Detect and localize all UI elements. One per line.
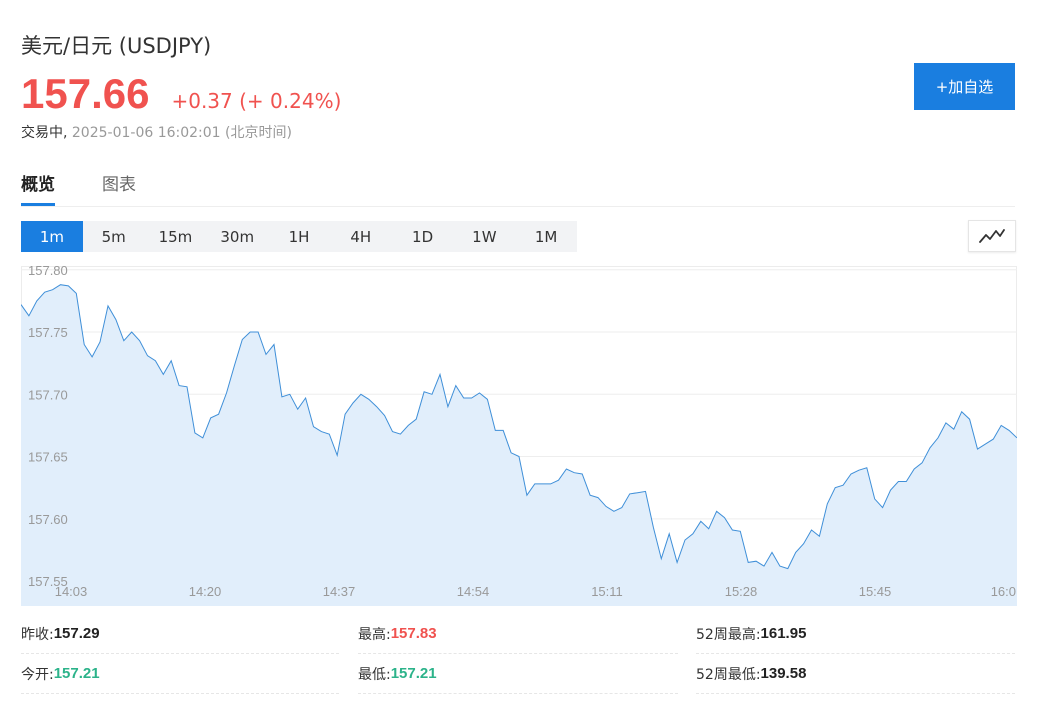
series-line <box>20 284 1018 570</box>
range-1d[interactable]: 1D <box>412 227 434 246</box>
tab-chart[interactable]: 图表 <box>102 175 136 195</box>
stat-value: 139.58 <box>760 665 807 682</box>
y-tick-label: 157.60 <box>28 512 68 527</box>
y-tick-label: 157.55 <box>28 574 68 589</box>
x-tick-label: 15:11 <box>591 584 623 599</box>
x-tick-label: 14:03 <box>55 584 88 599</box>
range-30m[interactable]: 30m <box>220 227 255 246</box>
x-tick-label: 14:37 <box>323 584 356 599</box>
x-tick-label: 14:54 <box>457 584 490 599</box>
trading-status: 交易中, 2025-01-06 16:02:01 (北京时间) <box>21 122 292 142</box>
trading-state: 交易中, <box>21 125 68 141</box>
stat-label: 最高: <box>358 626 391 643</box>
current-price: 157.66 <box>21 70 150 117</box>
stat-prev-close: 昨收: 157.29 <box>21 614 339 654</box>
stat-value: 157.83 <box>390 625 437 642</box>
stat-value: 157.21 <box>53 665 100 682</box>
price-row: 157.66 +0.37 (+ 0.24%) <box>21 70 341 118</box>
series-area <box>21 284 1017 606</box>
add-watchlist-button[interactable]: +加自选 <box>914 63 1015 110</box>
stat-52w-low: 52周最低: 139.58 <box>696 654 1015 694</box>
range-1w[interactable]: 1W <box>472 227 497 246</box>
range-1m[interactable]: 1m <box>21 221 83 252</box>
page-title: 美元/日元 (USDJPY) <box>21 34 212 58</box>
stat-value: 157.21 <box>390 665 437 682</box>
range-1mo[interactable]: 1M <box>534 227 558 246</box>
trading-time: 2025-01-06 16:02:01 (北京时间) <box>67 125 292 141</box>
line-chart-icon <box>979 229 1005 243</box>
stat-label: 昨收: <box>21 626 54 643</box>
stat-label: 今开: <box>21 666 54 683</box>
range-5m[interactable]: 5m <box>101 227 126 246</box>
tab-overview[interactable]: 概览 <box>21 170 55 206</box>
x-tick-label: 15:45 <box>859 584 892 599</box>
stat-label: 最低: <box>358 666 391 683</box>
x-tick-label: 15:28 <box>725 584 758 599</box>
y-tick-label: 157.65 <box>28 450 68 465</box>
stat-label: 52周最低: <box>696 666 761 683</box>
y-tick-label: 157.80 <box>28 266 68 278</box>
stat-high: 最高: 157.83 <box>358 614 678 654</box>
range-1h[interactable]: 1H <box>288 227 310 246</box>
x-tick-label: 14:20 <box>189 584 222 599</box>
time-range-selector: 1m 5m 15m 30m 1H 4H 1D 1W 1M <box>21 221 577 252</box>
stat-low: 最低: 157.21 <box>358 654 678 694</box>
x-tick-label: 16:0 <box>991 584 1016 599</box>
stat-value: 157.29 <box>53 625 100 642</box>
tab-bar: 概览 图表 <box>21 170 1015 207</box>
stat-open: 今开: 157.21 <box>21 654 339 694</box>
price-chart: 157.80 157.75 157.70 157.65 157.60 157.55 14:0… <box>20 263 1018 606</box>
stat-label: 52周最高: <box>696 626 761 643</box>
price-change: +0.37 (+ 0.24%) <box>171 89 342 113</box>
stat-value: 161.95 <box>760 625 807 642</box>
y-tick-label: 157.75 <box>28 325 68 340</box>
chart-type-toggle-button[interactable] <box>968 220 1016 252</box>
stat-52w-high: 52周最高: 161.95 <box>696 614 1015 654</box>
y-tick-label: 157.70 <box>28 387 68 402</box>
price-chart-svg: 157.80 157.75 157.70 157.65 157.60 157.5514:0… <box>20 263 1018 606</box>
range-15m[interactable]: 15m <box>158 227 193 246</box>
range-4h[interactable]: 4H <box>350 227 372 246</box>
